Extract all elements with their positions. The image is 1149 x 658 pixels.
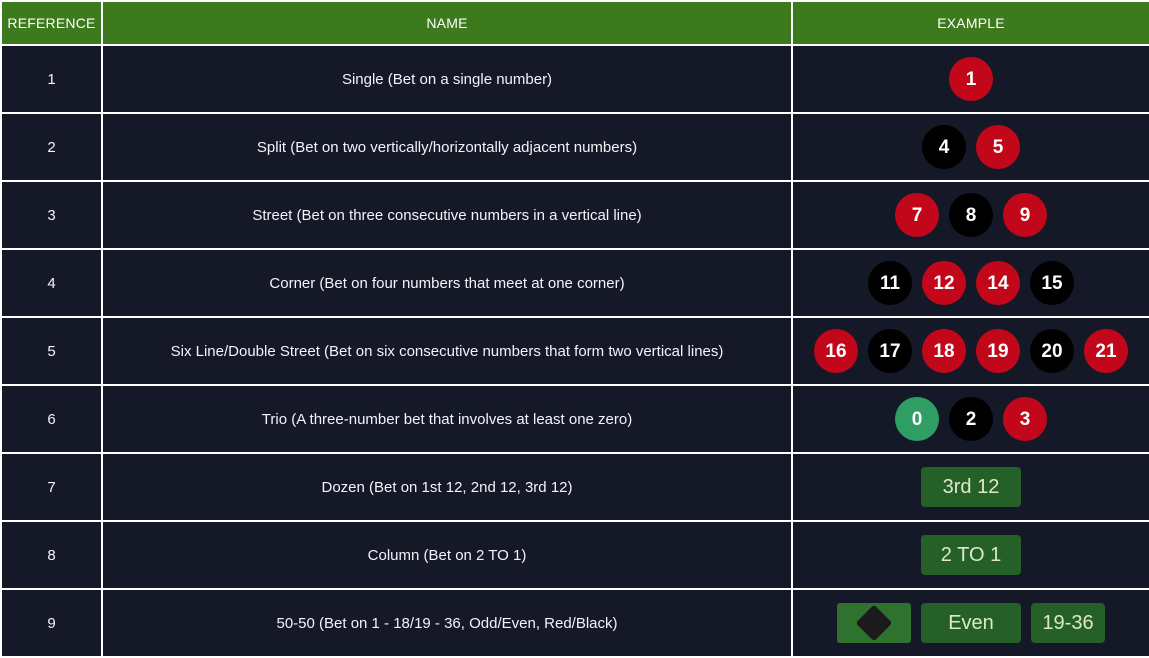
roulette-number-chip[interactable]: 21 xyxy=(1084,329,1128,373)
bet-example-cell: 11 12 14 15 xyxy=(791,248,1149,318)
table-row: 7 Dozen (Bet on 1st 12, 2nd 12, 3rd 12) 3r… xyxy=(0,452,1149,522)
roulette-number-chip[interactable]: 4 xyxy=(922,125,966,169)
roulette-number-chip[interactable]: 1 xyxy=(949,57,993,101)
black-diamond-icon xyxy=(855,604,893,642)
table-row: 9 50-50 (Bet on 1 - 18/19 - 36, Odd/Even,… xyxy=(0,588,1149,658)
roulette-number-chip[interactable]: 15 xyxy=(1030,261,1074,305)
table-body: 1 Single (Bet on a single number) 1 2 Split … xyxy=(0,44,1149,658)
bet-name-description: Street (Bet on three consecutive numbers… xyxy=(101,180,793,250)
roulette-number-chip[interactable]: 12 xyxy=(922,261,966,305)
roulette-number-chip[interactable]: 14 xyxy=(976,261,1020,305)
bet-name-description: Dozen (Bet on 1st 12, 2nd 12, 3rd 12) xyxy=(101,452,793,522)
bet-reference-number: 8 xyxy=(0,520,103,590)
bet-name-description: 50-50 (Bet on 1 - 18/19 - 36, Odd/Even, … xyxy=(101,588,793,658)
table-header: REFERENCE NAME EXAMPLE xyxy=(0,0,1149,46)
header-row: REFERENCE NAME EXAMPLE xyxy=(0,0,1149,46)
table-row: 6 Trio (A three-number bet that involves … xyxy=(0,384,1149,454)
roulette-number-chip[interactable]: 16 xyxy=(814,329,858,373)
bet-example-cell: Even 19-36 xyxy=(791,588,1149,658)
bet-example-cell: 2 TO 1 xyxy=(791,520,1149,590)
column-header-reference: REFERENCE xyxy=(0,0,103,46)
bet-reference-number: 7 xyxy=(0,452,103,522)
bet-reference-number: 9 xyxy=(0,588,103,658)
bet-name-description: Column (Bet on 2 TO 1) xyxy=(101,520,793,590)
bet-field-box[interactable]: Even xyxy=(921,603,1021,643)
bet-reference-number: 4 xyxy=(0,248,103,318)
bet-reference-number: 6 xyxy=(0,384,103,454)
bet-reference-number: 5 xyxy=(0,316,103,386)
bet-reference-number: 3 xyxy=(0,180,103,250)
roulette-number-chip[interactable]: 9 xyxy=(1003,193,1047,237)
roulette-number-chip[interactable]: 0 xyxy=(895,397,939,441)
roulette-number-chip[interactable]: 3 xyxy=(1003,397,1047,441)
bet-field-box[interactable]: 19-36 xyxy=(1031,603,1105,643)
bet-name-description: Single (Bet on a single number) xyxy=(101,44,793,114)
bet-name-description: Corner (Bet on four numbers that meet at… xyxy=(101,248,793,318)
table-row: 1 Single (Bet on a single number) 1 xyxy=(0,44,1149,114)
table-row: 3 Street (Bet on three consecutive number… xyxy=(0,180,1149,250)
example-group: 3rd 12 xyxy=(793,454,1149,520)
roulette-number-chip[interactable]: 8 xyxy=(949,193,993,237)
example-group: 2 TO 1 xyxy=(793,522,1149,588)
table-row: 2 Split (Bet on two vertically/horizontal… xyxy=(0,112,1149,182)
example-group: Even 19-36 xyxy=(793,590,1149,656)
example-group: 16 17 18 19 20 21 xyxy=(793,318,1149,384)
bet-example-cell: 1 xyxy=(791,44,1149,114)
bet-example-cell: 16 17 18 19 20 21 xyxy=(791,316,1149,386)
table-row: 4 Corner (Bet on four numbers that meet a… xyxy=(0,248,1149,318)
roulette-number-chip[interactable]: 2 xyxy=(949,397,993,441)
bet-example-cell: 3rd 12 xyxy=(791,452,1149,522)
roulette-number-chip[interactable]: 17 xyxy=(868,329,912,373)
black-bet-swatch[interactable] xyxy=(837,603,911,643)
table-row: 8 Column (Bet on 2 TO 1) 2 TO 1 xyxy=(0,520,1149,590)
bet-name-description: Split (Bet on two vertically/horizontall… xyxy=(101,112,793,182)
bet-field-box[interactable]: 3rd 12 xyxy=(921,467,1021,507)
column-header-example: EXAMPLE xyxy=(791,0,1149,46)
roulette-number-chip[interactable]: 19 xyxy=(976,329,1020,373)
column-header-name: NAME xyxy=(101,0,793,46)
roulette-number-chip[interactable]: 5 xyxy=(976,125,1020,169)
bet-name-description: Trio (A three-number bet that involves a… xyxy=(101,384,793,454)
bet-name-description: Six Line/Double Street (Bet on six conse… xyxy=(101,316,793,386)
table-row: 5 Six Line/Double Street (Bet on six cons… xyxy=(0,316,1149,386)
roulette-number-chip[interactable]: 18 xyxy=(922,329,966,373)
roulette-number-chip[interactable]: 11 xyxy=(868,261,912,305)
example-group: 1 xyxy=(793,46,1149,112)
bet-field-box[interactable]: 2 TO 1 xyxy=(921,535,1021,575)
example-group: 11 12 14 15 xyxy=(793,250,1149,316)
bet-reference-number: 2 xyxy=(0,112,103,182)
roulette-number-chip[interactable]: 7 xyxy=(895,193,939,237)
roulette-number-chip[interactable]: 20 xyxy=(1030,329,1074,373)
bet-reference-number: 1 xyxy=(0,44,103,114)
